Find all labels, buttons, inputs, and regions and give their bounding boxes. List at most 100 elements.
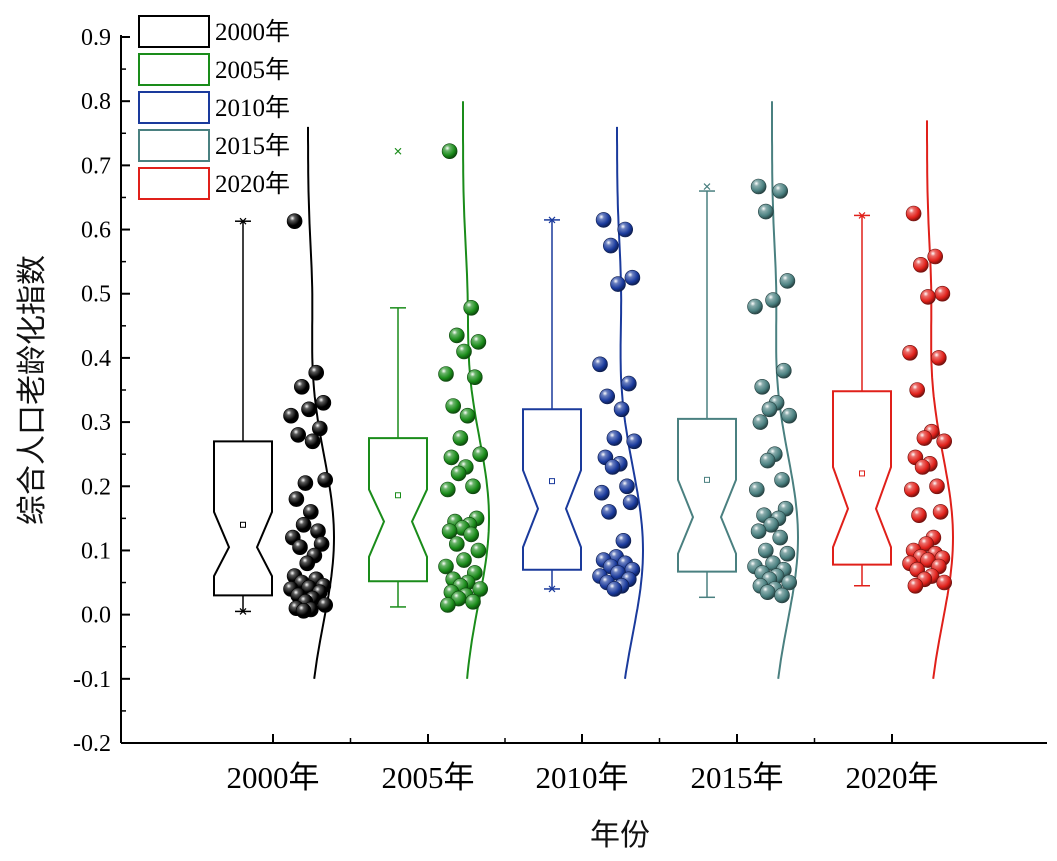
data-point (283, 407, 299, 424)
data-point (914, 459, 931, 475)
series-2005年 (368, 101, 491, 679)
data-point (748, 481, 765, 498)
y-axis-title: 综合人口老龄化指数 (15, 255, 50, 525)
notched-box (213, 440, 273, 597)
x-tick-label: 2015年 (691, 760, 784, 795)
data-point (438, 366, 454, 382)
y-tick-label: 0.1 (81, 538, 111, 564)
data-point (779, 545, 796, 562)
data-point (934, 285, 951, 302)
y-tick-label: 0.2 (81, 474, 111, 500)
data-point (602, 237, 619, 254)
data-point (463, 526, 480, 543)
extreme-marker (548, 585, 556, 593)
data-point (761, 401, 778, 418)
data-point (465, 593, 481, 610)
data-point (295, 602, 312, 619)
series-layer (213, 101, 955, 679)
data-point (459, 407, 476, 424)
data-point (774, 472, 790, 488)
data-point (907, 577, 924, 594)
data-point (441, 143, 458, 159)
data-point (905, 205, 922, 222)
legend-label: 2005年 (215, 56, 290, 84)
data-point (299, 555, 316, 572)
data-point (593, 484, 610, 501)
x-tick-label: 2010年 (536, 760, 629, 795)
y-tick-label: 0.8 (81, 89, 111, 115)
y-tick-label: 0.6 (81, 218, 111, 244)
legend: 2000年 2005年 2010年 2015年 2020年 (138, 15, 290, 200)
data-point (936, 574, 953, 591)
data-point (311, 420, 328, 437)
data-point (317, 472, 334, 488)
data-point (765, 292, 781, 308)
data-point (315, 394, 332, 411)
data-point (902, 344, 918, 361)
data-point (297, 475, 314, 491)
legend-swatch (138, 91, 210, 124)
data-point (448, 327, 465, 344)
extreme-marker (548, 216, 556, 224)
mean-marker (859, 470, 865, 477)
notched-box (832, 390, 892, 566)
density-curve (926, 120, 955, 679)
extreme-marker (703, 183, 711, 190)
data-point (912, 256, 929, 273)
data-point (301, 401, 317, 418)
series-2000年 (213, 126, 336, 679)
legend-swatch (138, 129, 210, 162)
data-point (920, 289, 936, 305)
series-2010年 (522, 126, 645, 679)
data-point (439, 597, 456, 613)
x-tick-label: 2005年 (382, 760, 475, 795)
data-point (450, 465, 467, 482)
series-2015年 (677, 101, 800, 679)
legend-label: 2020年 (215, 170, 290, 198)
data-point (779, 273, 796, 289)
extreme-marker (394, 147, 402, 155)
data-point (592, 356, 608, 373)
data-point (781, 407, 798, 424)
data-point (456, 343, 472, 360)
data-point (757, 542, 774, 559)
data-point (903, 481, 920, 498)
data-point (911, 507, 927, 524)
data-point (452, 430, 469, 446)
data-point (448, 536, 465, 552)
data-point (288, 491, 305, 507)
data-point (936, 433, 953, 450)
data-point (932, 504, 949, 520)
data-point (759, 584, 776, 601)
data-point (781, 574, 798, 591)
y-tick-label: 0.9 (81, 25, 111, 51)
data-point (929, 478, 945, 495)
axes: -0.2 -0.1 0.0 0.1 0.2 0.3 0.4 0.5 0.6 0.7 0.8 0.9 20… (73, 25, 1047, 795)
data-point (613, 401, 630, 418)
legend-swatch (138, 53, 210, 86)
y-tick-label: -0.1 (73, 667, 111, 693)
x-tick-label: 2000年 (227, 760, 320, 795)
data-point (295, 516, 312, 533)
data-point (916, 430, 933, 446)
data-point (601, 504, 617, 520)
data-point (772, 183, 789, 199)
y-tick-label: 0.0 (81, 603, 111, 629)
data-point (617, 221, 634, 238)
data-point (775, 362, 792, 379)
data-point (626, 433, 643, 450)
legend-label: 2000年 (215, 18, 290, 46)
y-tick-label: 0.4 (81, 346, 111, 372)
y-tick-label: 0.3 (81, 410, 111, 436)
data-point (927, 248, 944, 265)
data-point (599, 388, 616, 405)
data-point (443, 449, 460, 466)
notched-box (677, 417, 737, 573)
data-point (286, 213, 303, 229)
data-point (615, 532, 632, 549)
data-point (750, 178, 767, 195)
data-point (754, 378, 771, 395)
data-point (606, 430, 623, 446)
series-2020年 (832, 120, 955, 679)
